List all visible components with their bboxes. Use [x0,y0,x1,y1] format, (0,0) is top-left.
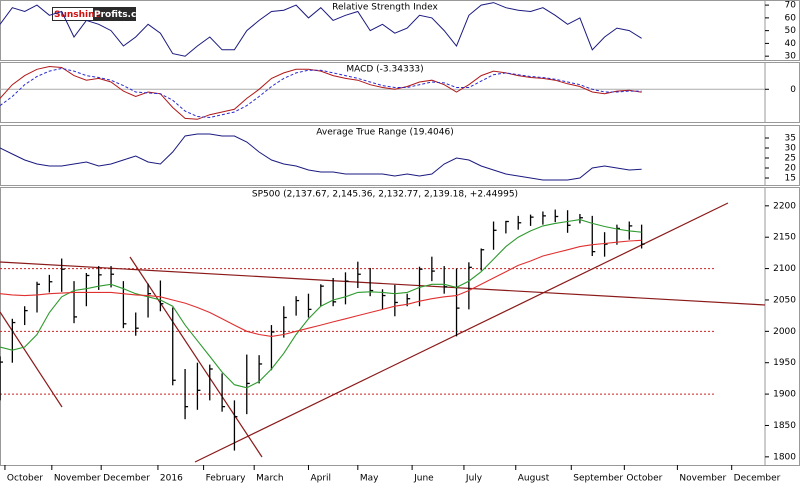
series-line [0,133,642,181]
x-tick-label: April [310,474,331,484]
y-tick-label: 2000 [773,327,796,337]
logo-text: Profits.com [94,10,152,20]
moving-average [0,239,642,337]
y-tick-label: 1900 [773,390,796,400]
trend-line [129,256,263,458]
logo-box-left [53,8,93,20]
y-tick-label: 2200 [773,201,796,211]
y-tick-label: 2100 [773,264,796,274]
x-tick-label: May [360,474,379,484]
y-tick-label: 15 [785,174,796,184]
trend-line [194,202,729,463]
y-tick-label: 2150 [773,233,796,243]
y-tick-label: 1950 [773,358,796,368]
x-tick-label: November [54,474,101,484]
logo-text: Sunshine [54,10,101,20]
trend-lines [0,202,766,463]
y-tick-label: 35 [785,134,796,144]
y-tick-label: 60 [785,13,797,23]
y-tick-label: 30 [785,144,797,154]
y-tick-label: 30 [785,52,797,62]
x-tick-label: June [413,474,434,484]
panel-title: Relative Strength Index [332,3,438,13]
y-tick-label: 40 [785,39,797,49]
x-tick-label: 2016 [160,474,183,484]
y-tick-label: 1850 [773,421,796,431]
panel-title: Average True Range (19.4046) [316,128,453,138]
series-line [0,2,642,57]
y-tick-label: 50 [785,26,797,36]
y-tick-label: 0 [790,85,796,95]
x-tick-label: November [679,474,726,484]
panel-title: MACD (-3.34333) [346,65,423,75]
x-tick-label: December [734,474,781,484]
trend-line [0,311,63,408]
x-tick-label: October [7,474,43,484]
panel-title: SP500 (2,137.67, 2,145.36, 2,132.77, 2,1… [252,190,518,200]
y-tick-label: 20 [785,164,797,174]
y-tick-label: 70 [785,1,797,11]
x-tick-label: July [465,474,483,484]
logo: Sunshine Profits.com [52,7,152,21]
x-tick-label: December [103,474,150,484]
moving-average [0,219,642,389]
series-line [0,65,642,120]
x-tick-label: February [206,474,247,484]
series-line [0,67,642,119]
x-tick-label: August [518,474,550,484]
x-tick-label: March [256,474,283,484]
y-tick-label: 1800 [773,452,796,462]
y-tick-label: 2050 [773,295,796,305]
x-tick-label: October [626,474,662,484]
y-tick-label: 25 [785,154,796,164]
trend-line [0,261,766,306]
x-tick-label: September [573,474,623,484]
